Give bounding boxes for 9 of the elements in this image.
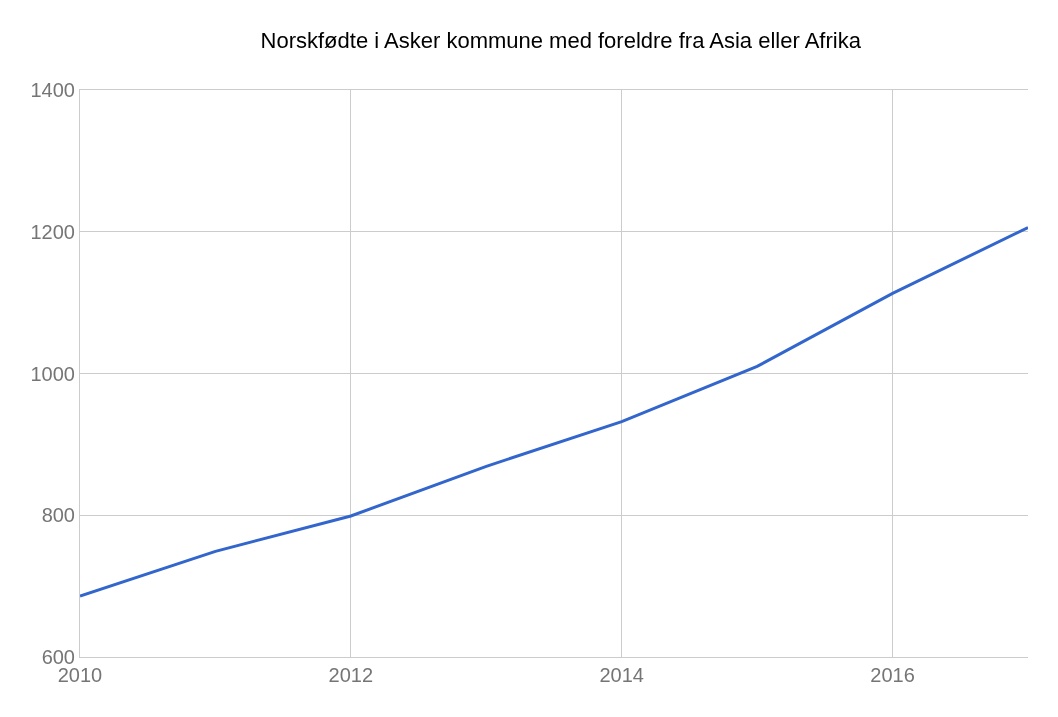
line-series: [80, 226, 1028, 598]
y-tick-label: 1000: [30, 362, 75, 385]
x-tick-label: 2012: [328, 664, 374, 686]
x-tick-label: 2016: [870, 664, 915, 686]
y-tick-label: 800: [41, 504, 75, 527]
x-tick-label: 2014: [599, 664, 644, 686]
y-tick-label: 1200: [30, 220, 75, 243]
chart-title: Norskfødte i Asker kommune med foreldre fra Asia eller Afrika: [260, 27, 862, 53]
y-tick-label: 1400: [30, 79, 75, 101]
